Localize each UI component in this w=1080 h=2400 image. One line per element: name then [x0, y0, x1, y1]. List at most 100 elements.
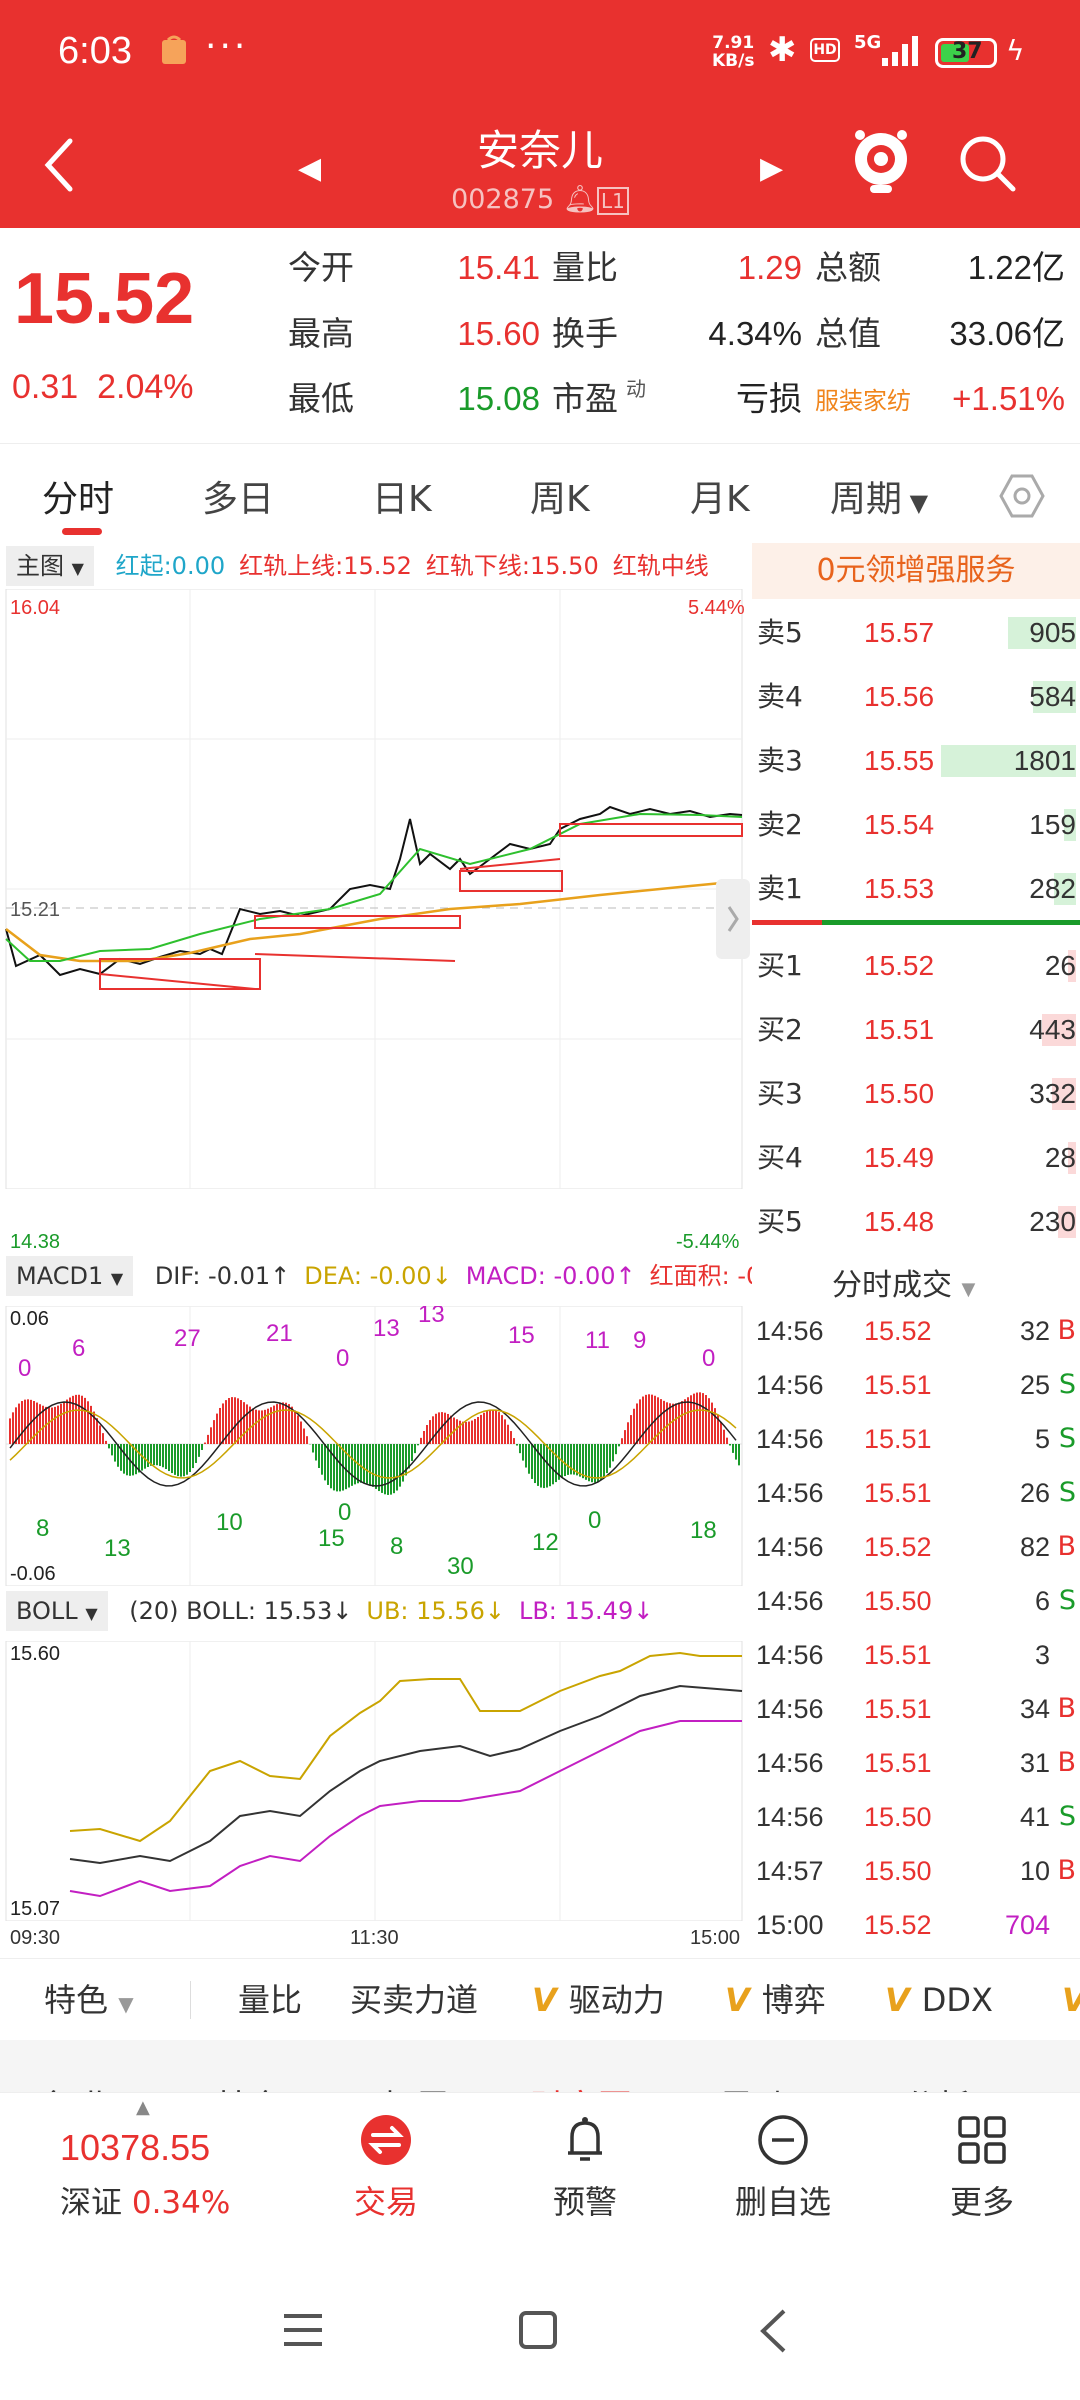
dropdown-icon: ▼	[961, 1279, 976, 1300]
nav-alert[interactable]: 预警	[505, 2093, 665, 2223]
home-icon[interactable]	[518, 2310, 558, 2350]
boll-legend-item: (20) BOLL: 15.53↓	[129, 1597, 353, 1625]
bid-ask-split	[752, 920, 1080, 925]
tab-daily-k[interactable]: 日K	[372, 479, 432, 520]
back-icon[interactable]	[40, 135, 76, 195]
next-stock-icon[interactable]: ▶	[760, 151, 784, 186]
side-arrow-icon	[727, 906, 739, 932]
subtab-fund[interactable]: 基金	[214, 2080, 282, 2092]
tick-side: S	[1058, 1801, 1076, 1832]
promo-banner[interactable]: 0元领增强服务	[752, 543, 1080, 599]
ask-row[interactable]: 卖4 15.56 584	[752, 677, 1080, 717]
volume-bar	[1068, 950, 1076, 982]
subtab-ai-analysis[interactable]: AI分析	[870, 2080, 971, 2092]
menu-icon[interactable]	[282, 2312, 324, 2348]
boll-legend-item: UB: 15.56↓	[366, 1597, 505, 1625]
tab-intraday[interactable]: 分时	[42, 479, 115, 520]
back-nav-icon[interactable]	[758, 2308, 788, 2354]
macd-legend-item: DEA: -0.00↓	[304, 1262, 452, 1290]
level-name: 卖3	[757, 744, 803, 777]
main-legend-item: 红轨下线:15.50	[425, 552, 599, 580]
tick-time: 14:56	[756, 1532, 824, 1562]
macd-bottom-label: 8	[390, 1533, 403, 1560]
bell-icon[interactable]: 🔔︎	[562, 184, 598, 215]
dropdown-icon: ▼	[110, 1269, 124, 1288]
assistant-robot-icon[interactable]	[850, 127, 912, 197]
indicator-buy-sell-force[interactable]: 买卖力道	[350, 1981, 479, 2019]
network-rate: 7.91 KB/s	[712, 33, 755, 71]
indicator-driving-force[interactable]: V 驱动力	[532, 1981, 665, 2019]
subtab-wealth-circle[interactable]: 财富圈	[530, 2080, 632, 2092]
subtab-guide[interactable]: 导动	[720, 2080, 788, 2092]
ask-row[interactable]: 卖1 15.53 282	[752, 869, 1080, 909]
macd-top-label: 13	[418, 1306, 445, 1328]
ask-row[interactable]: 卖3 15.55 1801	[752, 741, 1080, 781]
charging-icon: ϟ	[1006, 34, 1025, 67]
tick-row: 14:56 15.52 32 B	[752, 1311, 1080, 1351]
tick-price: 15.51	[864, 1748, 932, 1778]
main-chart-selector[interactable]: 主图 ▼	[6, 546, 94, 586]
tick-price: 15.52	[864, 1316, 932, 1346]
tick-side: B	[1057, 1855, 1076, 1886]
prev-stock-icon[interactable]: ◀	[298, 151, 322, 186]
app-notification-icon	[162, 35, 186, 64]
nav-trade[interactable]: 交易	[306, 2093, 466, 2223]
subtab-industry[interactable]: 行业	[44, 2080, 112, 2092]
macd-selector[interactable]: MACD1 ▼	[6, 1256, 134, 1296]
subtab-minesweep[interactable]: 扫雷	[382, 2080, 450, 2092]
boll-selector[interactable]: BOLL ▼	[6, 1591, 108, 1631]
index-value[interactable]: 10378.55	[60, 2127, 211, 2168]
red-rail-box	[99, 958, 261, 990]
indicator-featured[interactable]: 特色 ▼	[44, 1981, 134, 2019]
tick-row: 15:00 15.52 704	[752, 1905, 1080, 1945]
tab-period[interactable]: 周期 ▼	[830, 479, 929, 520]
bid-row[interactable]: 买3 15.50 332	[752, 1074, 1080, 1114]
tick-time: 14:56	[756, 1748, 824, 1778]
bid-row[interactable]: 买5 15.48 230	[752, 1202, 1080, 1242]
indicator-more-v[interactable]: V	[1062, 1959, 1080, 2040]
level-name: 卖4	[757, 680, 803, 713]
macd-legend-item: MACD: -0.00↑	[465, 1262, 636, 1290]
tick-row: 14:56 15.51 5 S	[752, 1419, 1080, 1459]
tick-price: 15.50	[864, 1856, 932, 1886]
nav-more[interactable]: 更多	[902, 2093, 1062, 2223]
intraday-chart[interactable]	[0, 589, 752, 1189]
index-name[interactable]: 深证 0.34%	[60, 2185, 231, 2221]
green-trend-line	[5, 812, 743, 962]
tab-multi-day[interactable]: 多日	[202, 479, 275, 520]
tab-monthly-k[interactable]: 月K	[690, 479, 750, 520]
level-name: 买2	[757, 1013, 803, 1046]
tick-time: 14:56	[756, 1640, 824, 1670]
search-icon[interactable]	[955, 131, 1019, 195]
volume-bar	[1058, 1206, 1076, 1238]
bid-row[interactable]: 买1 15.52 26	[752, 946, 1080, 986]
indicator-ddx[interactable]: V DDX	[885, 1981, 993, 2019]
quote-value: 1.29	[737, 249, 802, 286]
macd-top-label: 27	[174, 1325, 201, 1352]
app-header: 6:03 ··· 7.91 KB/s ✱ HD 5G 37 ϟ 安奈儿 00287…	[0, 0, 1080, 228]
indicator-game[interactable]: V 博弈	[725, 1981, 826, 2019]
pct-max-label: 5.44%	[688, 597, 745, 619]
indicator-volume-ratio[interactable]: 量比	[238, 1981, 303, 2019]
nav-remove-watchlist[interactable]: 删自选	[703, 2093, 863, 2223]
ask-row[interactable]: 卖2 15.54 159	[752, 805, 1080, 845]
level-volume: 26	[1044, 950, 1076, 981]
boll-chart[interactable]	[0, 1641, 752, 1921]
tick-side: S	[1058, 1423, 1076, 1454]
bid-row[interactable]: 买2 15.51 443	[752, 1010, 1080, 1050]
ask-row[interactable]: 卖5 15.57 905	[752, 613, 1080, 653]
tick-header[interactable]: 分时成交 ▼	[832, 1268, 976, 1303]
red-rail-line	[99, 973, 256, 990]
bid-row[interactable]: 买4 15.49 28	[752, 1138, 1080, 1178]
chart-frame	[5, 1641, 743, 1921]
settings-hexagon-icon[interactable]	[998, 472, 1046, 520]
system-nav-bar	[0, 2232, 1080, 2400]
volume-bar	[1054, 873, 1076, 905]
tab-weekly-k[interactable]: 周K	[530, 479, 590, 520]
macd-bottom-label: 0	[338, 1499, 351, 1526]
tick-side: B	[1057, 1531, 1076, 1562]
quote-value: 33.06亿	[949, 315, 1065, 352]
macd-top-label: 21	[266, 1320, 293, 1347]
